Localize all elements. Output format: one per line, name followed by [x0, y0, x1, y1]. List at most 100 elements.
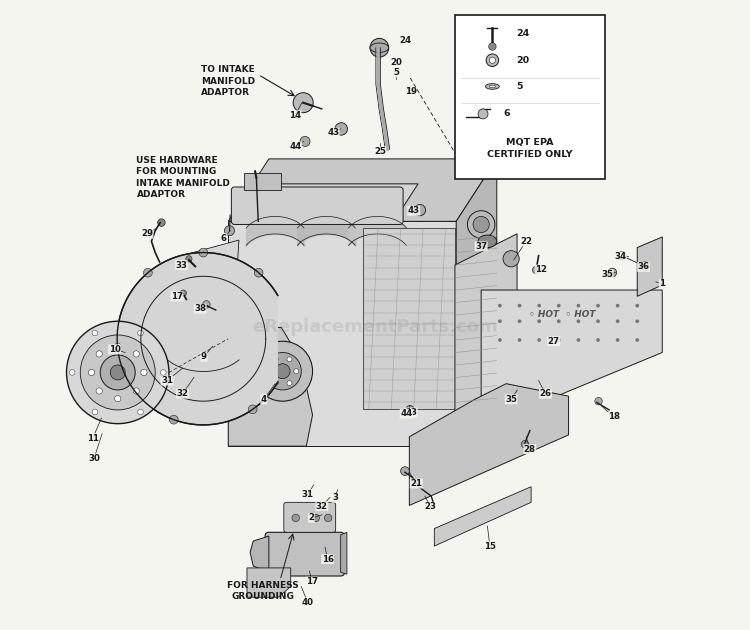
Polygon shape [250, 536, 268, 572]
FancyBboxPatch shape [232, 187, 403, 224]
Text: 4: 4 [261, 395, 267, 404]
Text: 32: 32 [177, 389, 189, 398]
Text: 19: 19 [405, 87, 417, 96]
Circle shape [521, 440, 529, 448]
Polygon shape [228, 159, 497, 221]
Polygon shape [247, 568, 291, 597]
Circle shape [489, 43, 496, 50]
Circle shape [557, 338, 561, 342]
Circle shape [312, 514, 320, 522]
Text: 17: 17 [306, 577, 318, 586]
Text: 24: 24 [399, 36, 411, 45]
FancyBboxPatch shape [284, 502, 336, 532]
Circle shape [92, 330, 98, 336]
Text: 1: 1 [659, 279, 665, 289]
Circle shape [478, 109, 488, 119]
Text: 10: 10 [109, 345, 121, 354]
Polygon shape [340, 532, 347, 574]
Circle shape [335, 123, 347, 135]
Text: 5: 5 [393, 68, 399, 77]
Circle shape [248, 405, 257, 414]
Text: 6: 6 [221, 234, 227, 243]
Text: 36: 36 [638, 263, 650, 272]
Circle shape [143, 268, 152, 277]
Circle shape [537, 304, 541, 307]
Text: ◦ HOT  ◦ HOT: ◦ HOT ◦ HOT [529, 311, 596, 319]
Circle shape [134, 388, 140, 394]
Ellipse shape [489, 85, 496, 88]
Circle shape [635, 319, 639, 323]
Circle shape [577, 319, 580, 323]
Circle shape [557, 304, 561, 307]
Circle shape [287, 381, 292, 386]
Circle shape [596, 319, 600, 323]
Circle shape [224, 226, 235, 236]
Circle shape [608, 268, 616, 277]
Circle shape [414, 205, 425, 215]
Ellipse shape [485, 84, 500, 89]
Circle shape [325, 514, 332, 522]
Polygon shape [482, 290, 662, 427]
Circle shape [293, 93, 314, 113]
Circle shape [473, 216, 489, 232]
Text: 14: 14 [289, 111, 302, 120]
Circle shape [116, 357, 124, 365]
Text: 31: 31 [302, 490, 313, 499]
Circle shape [616, 319, 620, 323]
Text: 12: 12 [535, 265, 547, 274]
Text: 43: 43 [408, 206, 420, 215]
Text: 26: 26 [539, 389, 551, 398]
Text: 20: 20 [516, 55, 530, 65]
Circle shape [96, 388, 102, 394]
Circle shape [158, 219, 165, 226]
Text: 13: 13 [405, 408, 417, 417]
Circle shape [518, 338, 521, 342]
Circle shape [96, 351, 102, 357]
Text: 44: 44 [290, 142, 302, 151]
Polygon shape [117, 253, 278, 425]
Circle shape [199, 248, 208, 257]
Circle shape [370, 38, 388, 57]
Text: 30: 30 [88, 454, 100, 463]
Text: 25: 25 [374, 147, 386, 156]
Circle shape [292, 514, 299, 522]
Circle shape [537, 338, 541, 342]
Text: 28: 28 [524, 445, 536, 454]
Text: 20: 20 [390, 57, 402, 67]
Circle shape [170, 415, 178, 424]
Circle shape [300, 137, 310, 146]
Circle shape [115, 396, 121, 402]
Circle shape [498, 319, 502, 323]
Text: 2: 2 [308, 513, 314, 522]
Text: 33: 33 [176, 261, 188, 270]
Circle shape [141, 369, 147, 375]
Text: 18: 18 [608, 412, 619, 421]
Circle shape [273, 357, 278, 362]
Text: 23: 23 [424, 502, 436, 511]
Circle shape [596, 304, 600, 307]
Circle shape [138, 330, 143, 336]
Circle shape [616, 304, 620, 307]
Circle shape [69, 370, 75, 375]
Text: 37: 37 [475, 242, 488, 251]
Circle shape [617, 251, 626, 260]
Circle shape [186, 256, 192, 262]
Circle shape [110, 365, 125, 380]
Circle shape [254, 268, 263, 277]
Circle shape [88, 369, 94, 375]
Circle shape [640, 262, 650, 271]
Polygon shape [174, 240, 238, 421]
Text: FOR HARNESS
GROUNDING: FOR HARNESS GROUNDING [226, 581, 298, 601]
Circle shape [557, 319, 561, 323]
Circle shape [264, 352, 302, 390]
Text: 17: 17 [171, 292, 183, 301]
Circle shape [616, 338, 620, 342]
Polygon shape [410, 384, 568, 505]
Text: 15: 15 [484, 542, 496, 551]
Circle shape [92, 409, 98, 415]
Polygon shape [456, 159, 497, 446]
Text: 3: 3 [332, 493, 338, 503]
Text: 29: 29 [141, 229, 153, 238]
Circle shape [537, 319, 541, 323]
Text: 24: 24 [516, 30, 530, 38]
